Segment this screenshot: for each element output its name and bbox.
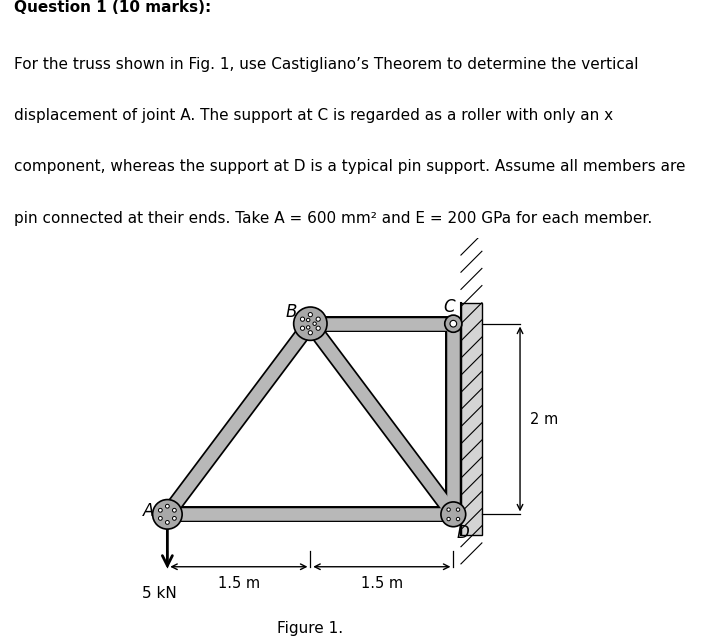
- Circle shape: [306, 318, 310, 322]
- Circle shape: [306, 326, 310, 329]
- Text: 1.5 m: 1.5 m: [218, 576, 260, 592]
- Text: Figure 1.: Figure 1.: [277, 621, 344, 637]
- Text: D: D: [457, 525, 469, 543]
- Circle shape: [447, 518, 450, 521]
- Text: displacement of joint A. The support at C is regarded as a roller with only an x: displacement of joint A. The support at …: [14, 108, 614, 123]
- Circle shape: [173, 516, 176, 520]
- Text: pin connected at their ends. Take A = 600 mm² and E = 200 GPa for each member.: pin connected at their ends. Take A = 60…: [14, 211, 652, 226]
- Circle shape: [456, 518, 460, 521]
- Text: For the truss shown in Fig. 1, use Castigliano’s Theorem to determine the vertic: For the truss shown in Fig. 1, use Casti…: [14, 57, 639, 71]
- Text: component, whereas the support at D is a typical pin support. Assume all members: component, whereas the support at D is a…: [14, 159, 686, 174]
- Circle shape: [165, 521, 169, 524]
- Circle shape: [153, 500, 182, 529]
- Circle shape: [456, 508, 460, 511]
- Circle shape: [313, 322, 316, 325]
- Circle shape: [301, 326, 304, 331]
- Circle shape: [445, 315, 462, 332]
- Circle shape: [173, 509, 176, 512]
- Text: C: C: [444, 298, 455, 316]
- Bar: [461, 303, 482, 535]
- Circle shape: [301, 317, 304, 322]
- Text: A: A: [142, 502, 154, 520]
- Text: 1.5 m: 1.5 m: [361, 576, 403, 592]
- Circle shape: [309, 312, 312, 317]
- Circle shape: [294, 307, 327, 340]
- Circle shape: [158, 516, 163, 520]
- Circle shape: [316, 317, 320, 322]
- Circle shape: [450, 320, 457, 327]
- Text: 5 kN: 5 kN: [142, 586, 177, 601]
- Circle shape: [309, 331, 312, 335]
- Circle shape: [447, 508, 450, 511]
- Circle shape: [165, 504, 169, 508]
- Circle shape: [441, 502, 465, 527]
- Circle shape: [158, 509, 163, 512]
- Text: 2 m: 2 m: [530, 412, 558, 426]
- Circle shape: [316, 326, 320, 331]
- Text: B: B: [286, 303, 297, 322]
- Text: Question 1 (10 marks):: Question 1 (10 marks):: [14, 0, 211, 15]
